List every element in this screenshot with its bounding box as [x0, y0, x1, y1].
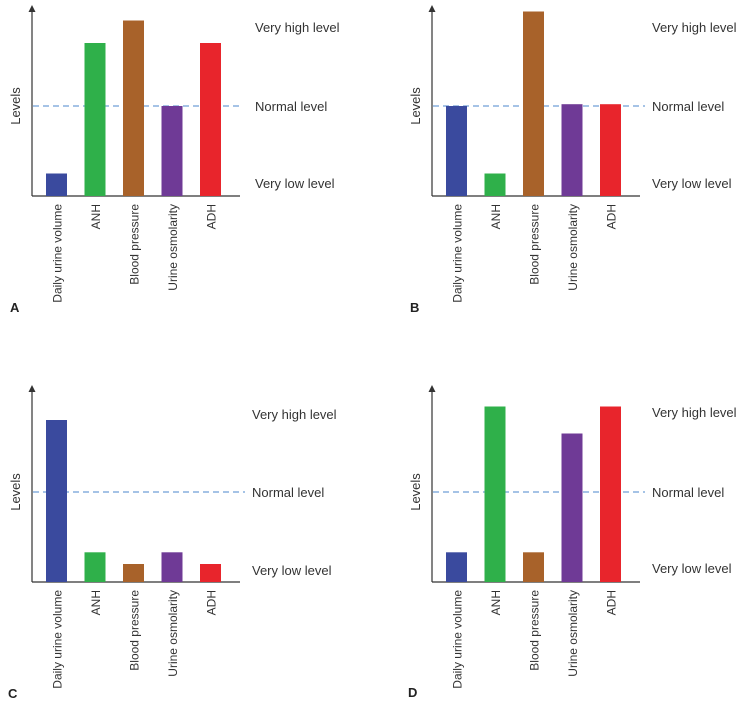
- tick-label-anh: ANH: [89, 590, 103, 615]
- normal-level-label: Normal level: [252, 485, 324, 500]
- bar-blood-pressure: [523, 552, 544, 582]
- tick-label-blood-pressure: Blood pressure: [528, 590, 542, 671]
- chart-panel-d: Levels Very high level Normal level Very lo…: [408, 385, 737, 700]
- chart-panel-c: Levels Very high level Normal level Very lo…: [8, 385, 337, 701]
- very-low-level-label: Very low level: [652, 561, 732, 576]
- very-high-level-label: Very high level: [652, 20, 737, 35]
- bar-anh: [484, 173, 506, 196]
- bar-anh: [484, 406, 506, 582]
- normal-level-label: Normal level: [652, 99, 724, 114]
- tick-label-urine-osmolarity: Urine osmolarity: [166, 204, 180, 291]
- normal-level-label: Normal level: [652, 485, 724, 500]
- very-high-level-label: Very high level: [255, 20, 340, 35]
- tick-label-blood-pressure: Blood pressure: [128, 590, 142, 671]
- tick-label-daily-urine-volume: Daily urine volume: [51, 204, 65, 303]
- tick-label-anh: ANH: [489, 590, 503, 615]
- very-high-level-label: Very high level: [252, 407, 337, 422]
- tick-label-anh: ANH: [89, 204, 103, 229]
- tick-label-blood-pressure: Blood pressure: [128, 204, 142, 285]
- bar-adh: [200, 564, 221, 582]
- tick-label-daily-urine-volume: Daily urine volume: [451, 590, 465, 689]
- tick-label-urine-osmolarity: Urine osmolarity: [566, 204, 580, 291]
- tick-label-urine-osmolarity: Urine osmolarity: [566, 590, 580, 677]
- bar-anh: [84, 43, 106, 196]
- y-axis-arrow-icon: [428, 385, 436, 392]
- y-axis-label: Levels: [408, 473, 423, 511]
- bar-daily-urine-volume: [46, 420, 67, 582]
- normal-level-label: Normal level: [255, 99, 327, 114]
- tick-label-adh: ADH: [605, 204, 619, 229]
- chart-panel-b: Levels Very high level Normal level Very lo…: [408, 5, 737, 315]
- bar-daily-urine-volume: [46, 173, 67, 196]
- tick-label-anh: ANH: [489, 204, 503, 229]
- bar-urine-osmolarity: [161, 552, 183, 582]
- y-axis-arrow-icon: [28, 385, 36, 392]
- bar-blood-pressure: [123, 20, 144, 196]
- tick-label-daily-urine-volume: Daily urine volume: [451, 204, 465, 303]
- bar-adh: [600, 104, 621, 196]
- y-axis-arrow-icon: [428, 5, 436, 12]
- panel-letter: A: [10, 300, 20, 315]
- y-axis-label: Levels: [8, 473, 23, 511]
- bar-daily-urine-volume: [446, 552, 467, 582]
- very-high-level-label: Very high level: [652, 405, 737, 420]
- y-axis-label: Levels: [408, 87, 423, 125]
- panel-letter: C: [8, 686, 18, 701]
- y-axis-arrow-icon: [28, 5, 36, 12]
- bar-urine-osmolarity: [161, 106, 183, 196]
- tick-label-blood-pressure: Blood pressure: [528, 204, 542, 285]
- tick-label-adh: ADH: [205, 590, 219, 615]
- bar-blood-pressure: [123, 564, 144, 582]
- bar-urine-osmolarity: [561, 433, 583, 582]
- very-low-level-label: Very low level: [252, 563, 332, 578]
- very-low-level-label: Very low level: [652, 176, 732, 191]
- tick-label-adh: ADH: [205, 204, 219, 229]
- chart-panel-a: Levels Very high level Normal level Very lo…: [8, 5, 340, 315]
- bar-urine-osmolarity: [561, 104, 583, 196]
- tick-label-adh: ADH: [605, 590, 619, 615]
- bar-daily-urine-volume: [446, 106, 467, 196]
- bar-anh: [84, 552, 106, 582]
- bar-adh: [600, 406, 621, 582]
- bar-blood-pressure: [523, 11, 544, 196]
- tick-label-urine-osmolarity: Urine osmolarity: [166, 590, 180, 677]
- tick-label-daily-urine-volume: Daily urine volume: [51, 590, 65, 689]
- very-low-level-label: Very low level: [255, 176, 335, 191]
- panel-letter: B: [410, 300, 419, 315]
- bar-adh: [200, 43, 221, 196]
- y-axis-label: Levels: [8, 87, 23, 125]
- panel-letter: D: [408, 685, 417, 700]
